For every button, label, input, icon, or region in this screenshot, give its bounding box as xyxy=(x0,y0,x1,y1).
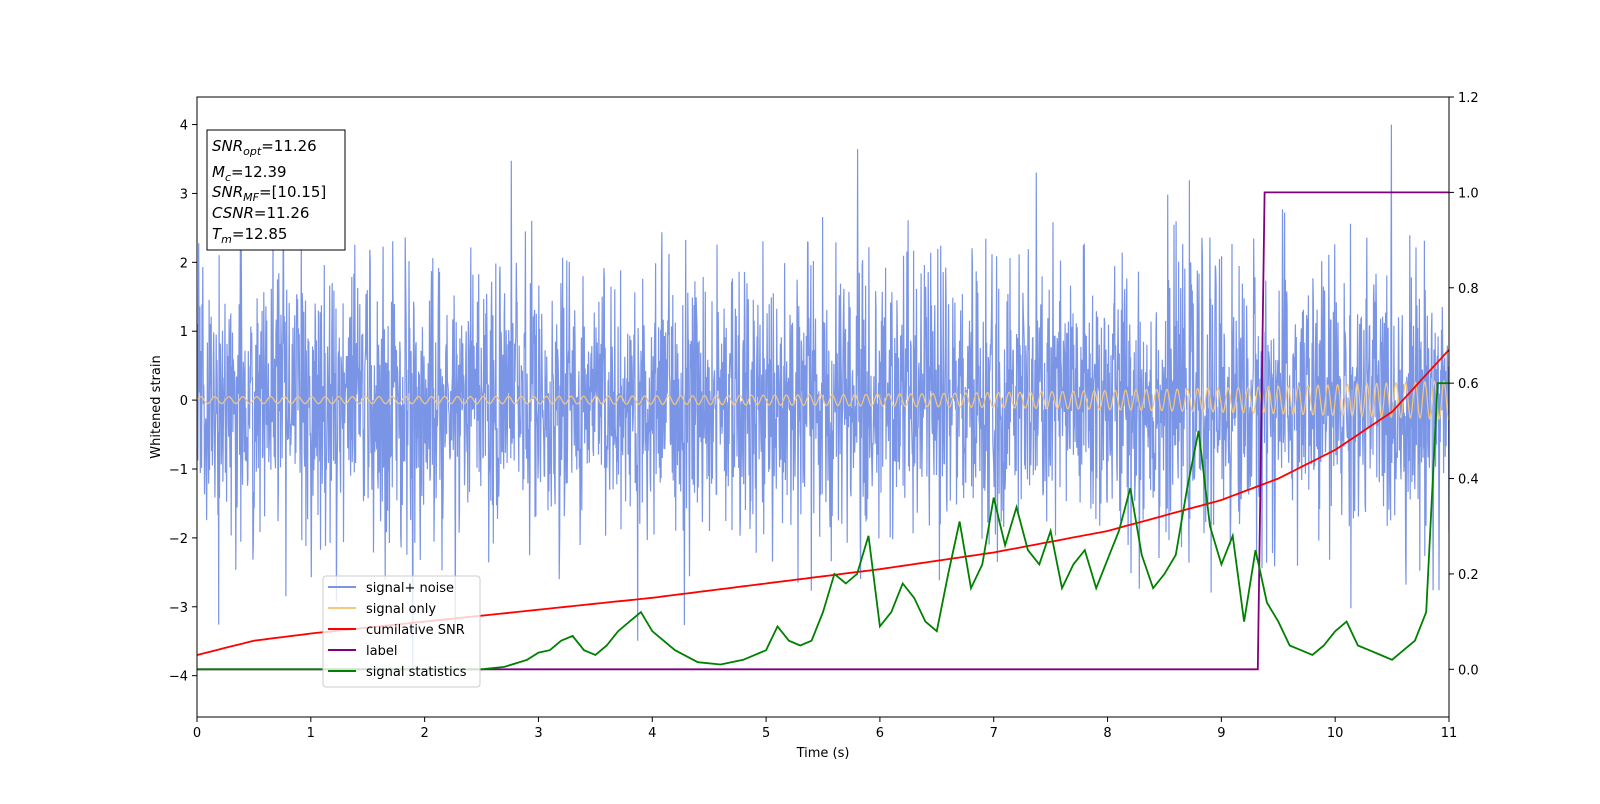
y-tick-label: 0 xyxy=(180,394,188,409)
y2-tick-label: 0.8 xyxy=(1458,282,1479,297)
x-tick-label: 4 xyxy=(648,726,656,741)
series-line-signal-noise xyxy=(197,124,1449,673)
series-line-signal-statistics xyxy=(197,382,1449,671)
y-tick-label: −3 xyxy=(169,601,188,616)
y-tick-label: 3 xyxy=(180,187,188,202)
series-line-label xyxy=(197,191,1449,671)
y-tick-label: −4 xyxy=(169,670,188,685)
legend-frame xyxy=(322,575,481,688)
x-tick-label: 0 xyxy=(193,726,201,741)
y-tick-label: 1 xyxy=(180,325,188,340)
series-line-signal-only xyxy=(197,379,1449,421)
y-tick-label: 4 xyxy=(180,119,188,134)
y2-tick-label: 0.0 xyxy=(1458,663,1479,678)
y2-tick-label: 0.2 xyxy=(1458,568,1479,583)
y-tick-label: −1 xyxy=(169,463,188,478)
x-tick-label: 7 xyxy=(990,726,998,741)
stats-line: Tm=12.85 xyxy=(212,225,287,246)
legend-label: cumilative SNR xyxy=(366,623,465,638)
x-tick-label: 1 xyxy=(307,726,315,741)
x-tick-label: 3 xyxy=(534,726,542,741)
y-tick-label: 2 xyxy=(180,256,188,271)
x-tick-label: 6 xyxy=(876,726,884,741)
legend-label: signal only xyxy=(366,602,436,617)
x-tick-label: 5 xyxy=(762,726,770,741)
stats-box: SNRopt=11.26 Mc=12.39SNRMF=[10.15]CSNR=11… xyxy=(206,129,346,251)
stats-box-frame xyxy=(206,129,346,251)
y2-tick-label: 0.4 xyxy=(1458,473,1479,488)
x-tick-label: 8 xyxy=(1103,726,1111,741)
stats-line: SNRMF=[10.15] xyxy=(212,183,326,204)
x-tick-label: 2 xyxy=(420,726,428,741)
legend-label: signal+ noise xyxy=(366,581,454,596)
legend-label: label xyxy=(366,644,397,659)
legend: signal+ noise signal only cumilative SNR la… xyxy=(322,575,481,688)
stats-line: SNRopt=11.26 xyxy=(212,137,317,158)
y-tick-label: −2 xyxy=(169,532,188,547)
x-axis-label: Time (s) xyxy=(796,746,850,761)
legend-label: signal statistics xyxy=(366,665,467,680)
plot-frame xyxy=(196,96,1450,718)
y2-tick-label: 1.0 xyxy=(1458,186,1479,201)
x-tick-label: 9 xyxy=(1217,726,1225,741)
y2-tick-label: 1.2 xyxy=(1458,91,1479,106)
y2-tick-label: 0.6 xyxy=(1458,377,1479,392)
stats-line: CSNR=11.26 xyxy=(212,204,309,222)
x-tick-label: 11 xyxy=(1441,726,1458,741)
stats-line: Mc=12.39 xyxy=(212,163,287,184)
y-axis-label: Whitened strain xyxy=(149,355,164,458)
x-tick-label: 10 xyxy=(1327,726,1344,741)
